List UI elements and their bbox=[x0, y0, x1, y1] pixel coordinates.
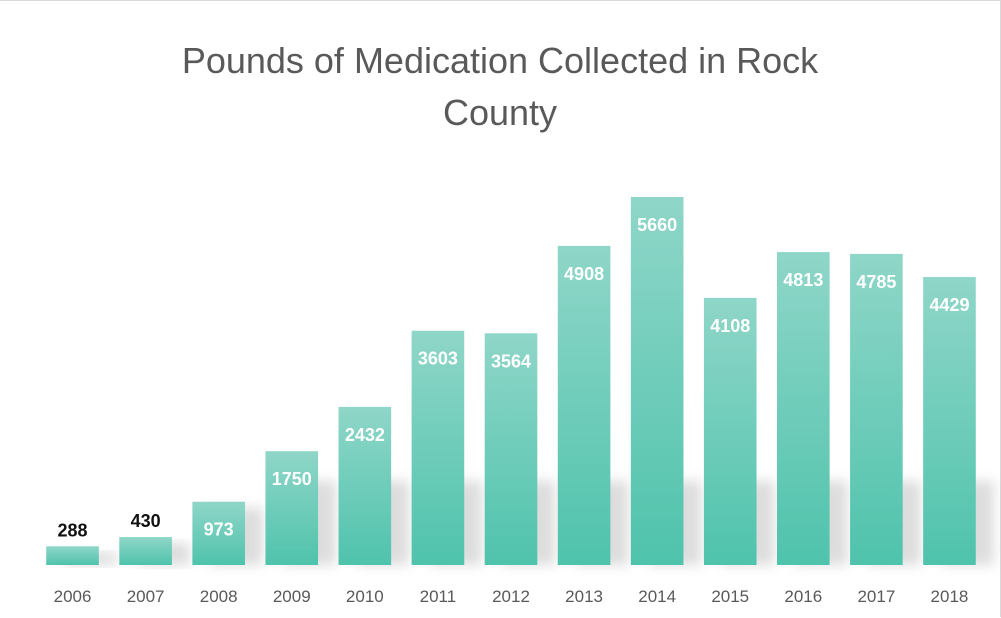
data-label-2016: 4813 bbox=[783, 270, 823, 290]
x-tick-2006: 2006 bbox=[54, 587, 92, 606]
x-tick-2011: 2011 bbox=[420, 587, 457, 606]
x-tick-2007: 2007 bbox=[127, 587, 165, 606]
x-tick-2010: 2010 bbox=[346, 587, 384, 606]
data-label-2008: 973 bbox=[204, 520, 234, 540]
x-tick-2017: 2017 bbox=[857, 587, 895, 606]
data-label-2012: 3564 bbox=[491, 351, 531, 371]
bar-2013 bbox=[557, 245, 611, 565]
x-tick-2015: 2015 bbox=[711, 587, 749, 606]
bar-2009 bbox=[265, 451, 319, 565]
bar-2006 bbox=[46, 546, 99, 565]
bars bbox=[46, 197, 976, 566]
data-label-2009: 1750 bbox=[272, 469, 312, 489]
x-tick-2013: 2013 bbox=[565, 587, 603, 606]
x-tick-2016: 2016 bbox=[784, 587, 822, 606]
data-label-2011: 3603 bbox=[418, 349, 458, 369]
bar-2015 bbox=[703, 297, 757, 565]
bar-2007 bbox=[119, 537, 172, 565]
data-labels: 288 430 973 1750 2432 3603 3564 4908 5660 4108 481… bbox=[58, 215, 970, 540]
data-label-2006: 288 bbox=[58, 520, 88, 540]
bar-2016 bbox=[777, 252, 830, 566]
bar-2008 bbox=[192, 501, 245, 565]
x-tick-2014: 2014 bbox=[638, 587, 676, 606]
x-axis-ticks: 2006 2007 2008 2009 2010 2011 2012 2013 2014 2015… bbox=[54, 587, 969, 606]
x-tick-2009: 2009 bbox=[273, 587, 311, 606]
data-label-2014: 5660 bbox=[637, 215, 677, 235]
bar-2017 bbox=[850, 253, 903, 566]
bar-2018 bbox=[923, 277, 976, 565]
data-label-2015: 4108 bbox=[710, 316, 750, 336]
data-label-2018: 4429 bbox=[929, 295, 969, 315]
x-tick-2008: 2008 bbox=[200, 587, 238, 606]
bar-2011 bbox=[411, 330, 465, 565]
data-label-2013: 4908 bbox=[564, 264, 604, 284]
bar-2014 bbox=[630, 197, 684, 565]
x-tick-2018: 2018 bbox=[931, 587, 969, 606]
bar-2012 bbox=[484, 333, 538, 565]
chart-title: Pounds of Medication Collected in Rock C… bbox=[181, 40, 819, 133]
bar-2010 bbox=[338, 406, 392, 565]
data-label-2010: 2432 bbox=[345, 425, 385, 445]
data-label-2007: 430 bbox=[131, 511, 161, 531]
data-label-2017: 4785 bbox=[856, 272, 896, 292]
x-tick-2012: 2012 bbox=[492, 587, 530, 606]
